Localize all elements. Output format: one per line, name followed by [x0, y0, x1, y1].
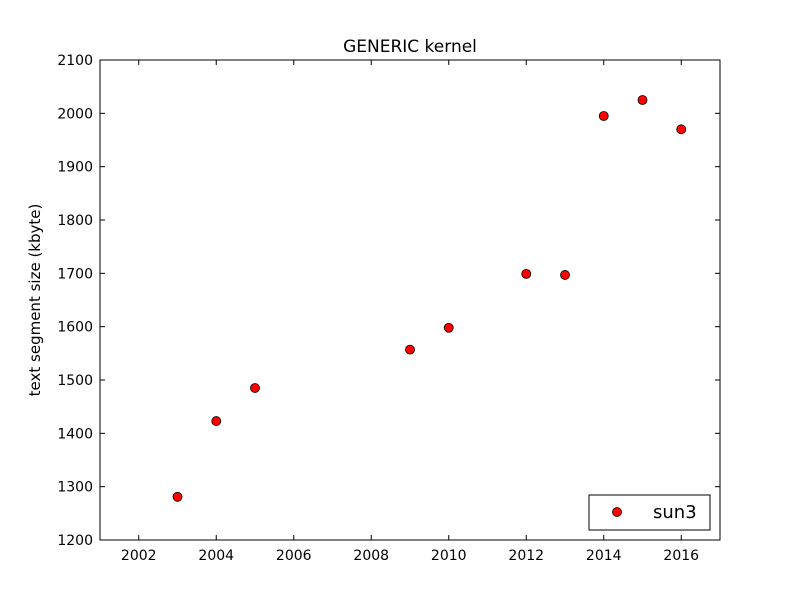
legend-marker — [612, 507, 622, 517]
x-tick-label: 2006 — [276, 548, 312, 564]
y-tick-label: 1400 — [57, 426, 93, 442]
legend-box — [588, 494, 711, 531]
x-tick-label: 2008 — [353, 548, 389, 564]
axis-ticks: 2002 2004 2006 2008 2010 2012 2014 2016 1200 1300… — [57, 53, 720, 564]
y-tick-label: 1500 — [57, 373, 93, 389]
x-tick-label: 2010 — [431, 548, 467, 564]
y-tick-label: 2000 — [57, 106, 93, 122]
legend: sun3 — [588, 494, 711, 531]
x-tick-label: 2002 — [121, 548, 157, 564]
y-tick-label: 2100 — [57, 53, 93, 69]
data-point — [443, 322, 454, 333]
data-point — [250, 383, 260, 393]
data-point — [405, 344, 415, 355]
data-point — [211, 416, 222, 426]
data-point — [598, 111, 609, 121]
x-tick-label: 2016 — [663, 548, 699, 564]
data-point — [172, 491, 183, 502]
y-tick-label: 1600 — [57, 320, 93, 336]
x-tick-label: 2012 — [508, 548, 544, 564]
y-axis-label: text segment size (kbyte) — [26, 204, 44, 397]
y-tick-label: 1700 — [57, 266, 93, 282]
y-tick-label: 1200 — [57, 533, 93, 549]
x-tick-label: 2014 — [586, 548, 622, 564]
plot-frame — [99, 59, 721, 541]
y-tick-label: 1900 — [57, 160, 93, 176]
data-point — [637, 95, 648, 105]
legend-label: sun3 — [653, 502, 697, 523]
chart-title: GENERIC kernel — [343, 37, 477, 57]
data-point — [676, 124, 687, 135]
data-points — [172, 95, 687, 502]
data-point — [560, 270, 570, 280]
data-point — [521, 268, 532, 279]
y-tick-label: 1800 — [57, 213, 93, 229]
x-tick-label: 2004 — [198, 548, 234, 564]
y-tick-label: 1300 — [57, 480, 93, 496]
